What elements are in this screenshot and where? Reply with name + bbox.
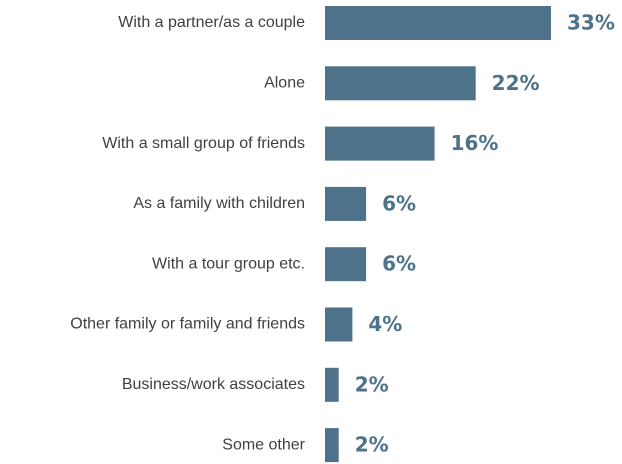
bar — [325, 126, 435, 161]
value-label: 4% — [368, 312, 402, 336]
bar — [325, 247, 367, 282]
bar — [325, 186, 367, 221]
value-label: 6% — [382, 252, 416, 276]
value-label: 16% — [451, 131, 499, 155]
value-label: 2% — [355, 372, 389, 396]
category-label: Alone — [264, 75, 305, 92]
category-label: As a family with children — [133, 195, 305, 212]
bar — [325, 6, 551, 40]
value-label: 2% — [355, 433, 389, 457]
category-label: Other family or family and friends — [70, 316, 305, 333]
value-label: 6% — [382, 191, 416, 215]
bar — [325, 307, 353, 342]
bars — [325, 6, 551, 463]
value-label: 22% — [492, 71, 540, 95]
bar — [325, 66, 476, 101]
bar — [325, 367, 339, 402]
category-label: With a small group of friends — [102, 135, 305, 152]
category-label: With a partner/as a couple — [118, 14, 305, 31]
value-label: 33% — [567, 11, 615, 35]
category-label: Some other — [222, 436, 305, 453]
bar — [325, 428, 339, 463]
category-labels: With a partner/as a couple Alone With a sm… — [70, 14, 305, 453]
value-labels: 33% 22% 16% 6% 6% 4% 2% 2% — [355, 11, 615, 457]
category-label: With a tour group etc. — [152, 255, 305, 272]
category-label: Business/work associates — [122, 376, 305, 393]
